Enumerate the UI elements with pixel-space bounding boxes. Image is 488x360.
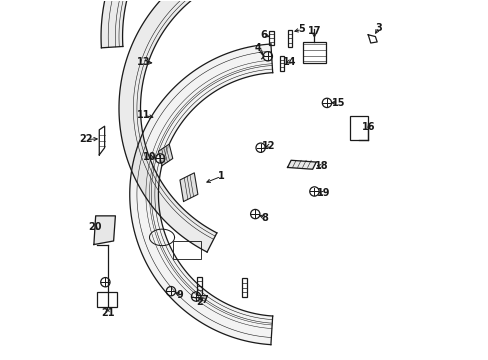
Text: 17: 17 <box>307 26 321 36</box>
Bar <box>268 31 273 45</box>
Text: 2: 2 <box>196 297 203 307</box>
Text: 7: 7 <box>201 295 208 305</box>
Bar <box>349 116 367 140</box>
Text: 20: 20 <box>88 222 101 231</box>
Text: 18: 18 <box>314 161 328 171</box>
Bar <box>197 277 202 295</box>
Polygon shape <box>287 160 316 169</box>
Text: 16: 16 <box>361 122 374 132</box>
Text: 13: 13 <box>137 57 150 67</box>
Text: 19: 19 <box>316 188 329 198</box>
Bar <box>172 241 201 259</box>
Polygon shape <box>101 0 180 48</box>
Text: 4: 4 <box>254 44 261 53</box>
Text: 12: 12 <box>262 141 275 151</box>
Text: 6: 6 <box>260 30 267 40</box>
Text: 5: 5 <box>298 24 305 35</box>
Polygon shape <box>94 216 115 244</box>
Text: 15: 15 <box>331 98 345 108</box>
Bar <box>242 278 246 297</box>
Polygon shape <box>129 44 272 345</box>
Bar <box>302 42 325 63</box>
Text: 22: 22 <box>79 135 93 144</box>
Bar <box>97 292 117 307</box>
Text: 11: 11 <box>137 111 150 121</box>
Bar <box>280 56 284 71</box>
Polygon shape <box>119 0 245 252</box>
Polygon shape <box>180 173 198 202</box>
Bar <box>287 30 291 47</box>
Text: 21: 21 <box>101 308 114 318</box>
Text: 14: 14 <box>282 57 295 67</box>
Text: 1: 1 <box>217 171 224 181</box>
Text: 10: 10 <box>143 152 157 162</box>
Polygon shape <box>158 144 172 166</box>
Text: 3: 3 <box>375 23 382 33</box>
Text: 9: 9 <box>176 290 183 300</box>
Text: 8: 8 <box>262 213 268 222</box>
